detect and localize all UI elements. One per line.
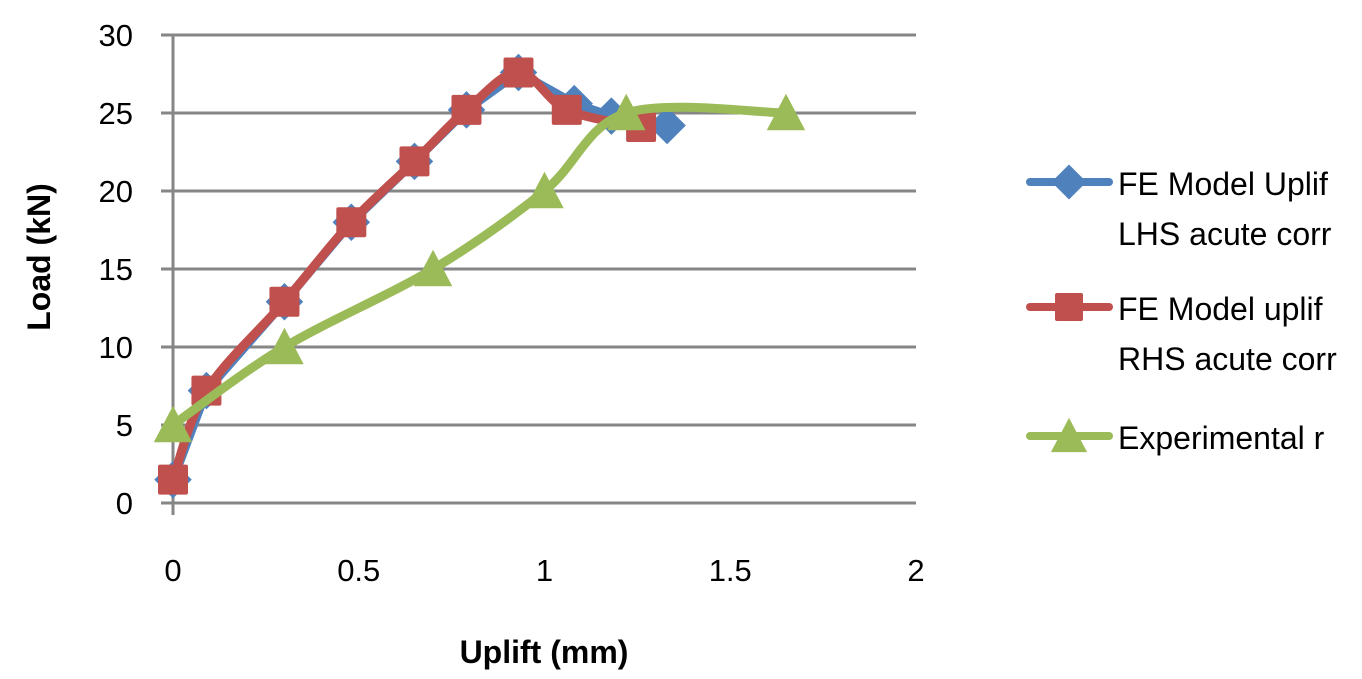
- square-marker-icon: [503, 57, 534, 88]
- series-line: [168, 102, 791, 430]
- x-axis-title: Uplift (mm): [460, 634, 629, 670]
- triangle-marker-icon: [265, 327, 304, 365]
- gridlines: [161, 33, 916, 505]
- square-marker-icon: [269, 286, 300, 317]
- legend-label: LHS acute corr: [1118, 216, 1332, 252]
- y-axis-tick-labels: 0 5 10 15 20 25 30: [99, 18, 133, 521]
- y-tick-label: 20: [99, 174, 133, 209]
- legend-label: FE Model Uplif: [1118, 166, 1328, 202]
- y-tick-label: 5: [116, 408, 133, 443]
- y-axis-title: Load (kN): [21, 183, 57, 331]
- square-marker-icon: [1055, 293, 1083, 321]
- x-axis-tick-labels: 0 0.5 1 1.5 2: [164, 553, 924, 588]
- square-marker-icon: [399, 146, 430, 177]
- square-marker-icon: [551, 94, 582, 125]
- x-tick-label: 1.5: [709, 553, 752, 588]
- y-tick-label: 30: [99, 18, 133, 53]
- triangle-marker-icon: [1050, 417, 1088, 453]
- square-marker-icon: [451, 94, 482, 125]
- diamond-marker-icon: [648, 106, 686, 145]
- triangle-marker-icon: [153, 405, 193, 443]
- legend-label: Experimental r: [1118, 420, 1325, 456]
- legend-item: Experimental r: [1026, 417, 1325, 456]
- legend: FE Model Uplif LHS acute corr FE Model upl…: [1026, 164, 1337, 456]
- legend-item: FE Model uplif RHS acute corr: [1026, 291, 1337, 377]
- square-marker-icon: [336, 207, 367, 238]
- y-tick-label: 15: [99, 252, 133, 287]
- series-line: [168, 67, 646, 485]
- x-tick-label: 0.5: [337, 553, 380, 588]
- x-tick-label: 0: [164, 553, 181, 588]
- plot-area: [153, 53, 806, 499]
- triangle-marker-icon: [766, 93, 806, 131]
- y-tick-label: 25: [99, 96, 133, 131]
- x-tick-label: 2: [907, 553, 924, 588]
- y-tick-label: 10: [99, 330, 133, 365]
- triangle-marker-icon: [525, 171, 564, 209]
- series-triangle: [153, 93, 806, 443]
- legend-label: FE Model uplif: [1118, 291, 1323, 327]
- square-marker-icon: [158, 464, 188, 495]
- legend-label: RHS acute corr: [1118, 341, 1337, 377]
- triangle-marker-icon: [606, 93, 646, 131]
- series-square: [158, 57, 657, 495]
- y-tick-label: 0: [116, 486, 133, 521]
- legend-item: FE Model Uplif LHS acute corr: [1026, 164, 1332, 252]
- diamond-marker-icon: [1051, 164, 1087, 200]
- x-tick-label: 1: [536, 553, 553, 588]
- triangle-marker-icon: [413, 249, 453, 287]
